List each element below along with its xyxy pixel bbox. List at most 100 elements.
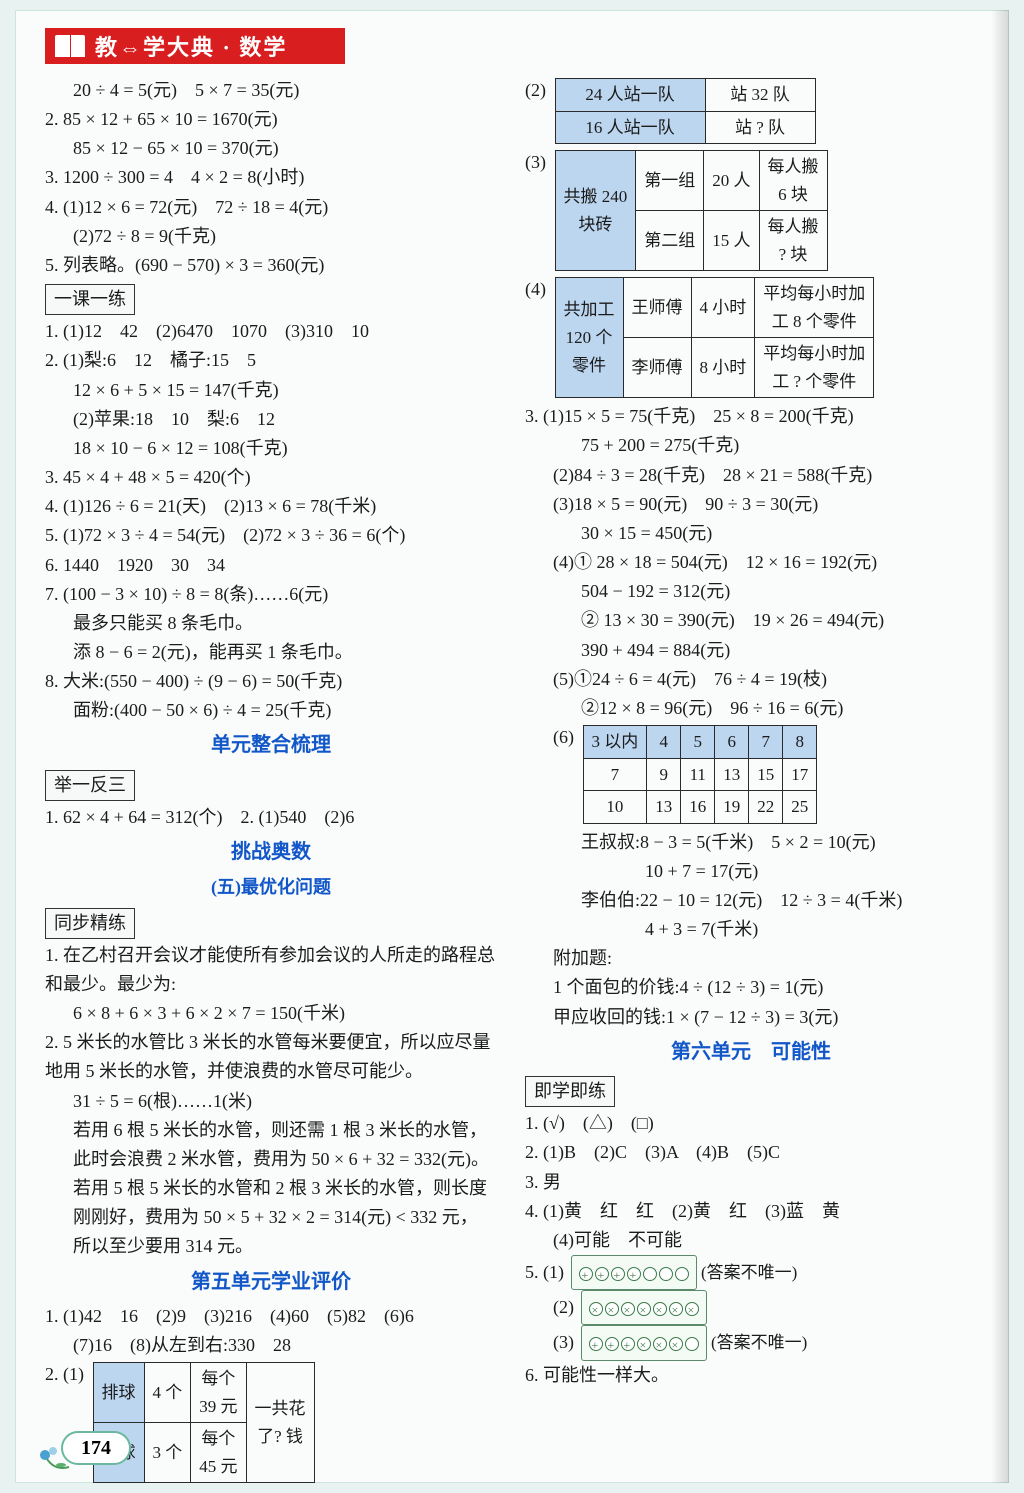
text-line: 1. (√) (△) (□) [525, 1109, 977, 1138]
table-cell: 每个 39 元 [191, 1363, 246, 1423]
section-box: 即学即练 [525, 1076, 615, 1107]
table-cell: 王师傅 [623, 278, 691, 338]
table-cell: 排球 [93, 1363, 144, 1423]
section-box: 同步精练 [45, 908, 135, 939]
table-cell: 5 [681, 726, 715, 759]
text-line: 面粉:(400 − 50 × 6) ÷ 4 = 25(千克) [45, 696, 497, 725]
text-line: 6. 可能性一样大。 [525, 1361, 977, 1390]
book-icon [55, 35, 85, 57]
table-cell: 平均每小时加 工 8 个零件 [755, 278, 874, 338]
text-line: 85 × 12 − 65 × 10 = 370(元) [45, 134, 497, 163]
text-line: 3. 1200 ÷ 300 = 4 4 × 2 = 8(小时) [45, 163, 497, 192]
section-box: 一课一练 [45, 284, 135, 315]
table-cell: 15 [749, 758, 783, 791]
table-cell: 17 [783, 758, 817, 791]
table-cell: 22 [749, 791, 783, 824]
text-line: 7. (100 − 3 × 10) ÷ 8 = 8(条)……6(元) [45, 580, 497, 609]
text-line: 1 个面包的价钱:4 ÷ (12 ÷ 3) = 1(元) [525, 973, 977, 1002]
text-line: (4)① 28 × 18 = 504(元) 12 × 16 = 192(元) [525, 548, 977, 577]
text-line: 8. 大米:(550 − 400) ÷ (9 − 6) = 50(千克) [45, 667, 497, 696]
text-line: 31 ÷ 5 = 6(根)……1(米) [45, 1087, 497, 1116]
section-title: 第五单元学业评价 [45, 1266, 497, 1298]
table-cell: 7 [583, 758, 647, 791]
section-box: 举一反三 [45, 770, 135, 801]
table-cell: 李师傅 [623, 338, 691, 398]
table-cell: 19 [715, 791, 749, 824]
text-line: (3)18 × 5 = 90(元) 90 ÷ 3 = 30(元) [525, 490, 977, 519]
text-line: 30 × 15 = 450(元) [525, 519, 977, 548]
header-title: 教⇔学大典 · 数学 [95, 30, 287, 62]
text-line: 1. 62 × 4 + 64 = 312(个) 2. (1)540 (2)6 [45, 803, 497, 832]
bead-diagram [581, 1290, 707, 1325]
text-line: 75 + 200 = 275(千克) [525, 431, 977, 460]
text-line: 4. (1)12 × 6 = 72(元) 72 ÷ 18 = 4(元) [45, 193, 497, 222]
text-line: 6. 1440 1920 30 34 [45, 551, 497, 580]
table-cell: 9 [647, 758, 681, 791]
left-column: 20 ÷ 4 = 5(元) 5 × 7 = 35(元) 2. 85 × 12 +… [45, 76, 497, 1487]
text-line: (2)72 ÷ 8 = 9(千克) [45, 222, 497, 251]
item-tag: (2) [553, 1297, 574, 1317]
table-5: 3 以内 4 5 6 7 8 7 9 11 13 15 [583, 725, 818, 824]
text-line: (7)16 (8)从左到右:330 28 [45, 1331, 497, 1360]
text-line: 4 + 3 = 7(千米) [525, 915, 977, 944]
text-line: 最多只能买 8 条毛巾。 [45, 609, 497, 638]
text-line: 12 × 6 + 5 × 15 = 147(千克) [45, 376, 497, 405]
table-cell: 16 人站一队 [555, 111, 705, 144]
table-cell: 16 [681, 791, 715, 824]
table-cell: 24 人站一队 [555, 79, 705, 112]
table-cell: 25 [783, 791, 817, 824]
section-subtitle: (五)最优化问题 [45, 873, 497, 902]
item-tag: (2) [525, 76, 546, 105]
page-number-badge: 174 [61, 1431, 131, 1465]
table-cell: 4 小时 [691, 278, 755, 338]
text-line: 5. (1)72 × 3 ÷ 4 = 54(元) (2)72 × 3 ÷ 36 … [45, 521, 497, 550]
table-cell: 每人搬 ? 块 [759, 211, 827, 271]
header-bar: 教⇔学大典 · 数学 [45, 28, 345, 64]
text-line: 18 × 10 − 6 × 12 = 108(千克) [45, 434, 497, 463]
bead-diagram [581, 1325, 707, 1360]
item-tag: (3) [525, 148, 546, 177]
table-cell: 6 [715, 726, 749, 759]
text-line: 甲应收回的钱:1 × (7 − 12 ÷ 3) = 3(元) [525, 1003, 977, 1032]
paragraph: 1. 在乙村召开会议才能使所有参加会议的人所走的路程总和最少。最少为: [45, 941, 497, 999]
text-line: 4. (1)126 ÷ 6 = 21(天) (2)13 × 6 = 78(千米) [45, 492, 497, 521]
table-cell: 第一组 [636, 151, 704, 211]
table-cell: 4 [647, 726, 681, 759]
item-tag: (3) [553, 1332, 574, 1352]
table-cell: 每人搬 6 块 [759, 151, 827, 211]
note-text: (答案不唯一) [711, 1333, 807, 1352]
right-column: (2) 24 人站一队 站 32 队 16 人站一队 站 ? 队 (3) [525, 76, 977, 1487]
paragraph: 若用 6 根 5 米长的水管，则还需 1 根 3 米长的水管，此时会浪费 2 米… [45, 1116, 497, 1174]
table-cell: 共加工 120 个 零件 [555, 278, 623, 398]
section-title: 第六单元 可能性 [525, 1036, 977, 1068]
text-line: 2. (1)梨:6 12 橘子:15 5 [45, 346, 497, 375]
text-line: 10 + 7 = 17(元) [525, 857, 977, 886]
text-line: ②12 × 8 = 96(元) 96 ÷ 16 = 6(元) [525, 694, 977, 723]
table-4: 共加工 120 个 零件 王师傅 4 小时 平均每小时加 工 8 个零件 李师傅… [555, 277, 875, 398]
table-cell: 第二组 [636, 211, 704, 271]
text-line: 390 + 494 = 884(元) [525, 636, 977, 665]
page-gutter-shadow [991, 10, 1009, 1483]
paragraph: 若用 5 根 5 米长的水管和 2 根 3 米长的水管，则长度刚刚好，费用为 5… [45, 1174, 497, 1232]
item-tag: (6) [525, 723, 574, 752]
table-cell: 3 以内 [583, 726, 647, 759]
section-title: 单元整合梳理 [45, 729, 497, 761]
text-line: 所以至少要用 314 元。 [45, 1232, 497, 1261]
table-cell: 平均每小时加 工 ? 个零件 [755, 338, 874, 398]
item-tag: (4) [525, 275, 546, 304]
table-3: 共搬 240 块砖 第一组 20 人 每人搬 6 块 第二组 15 人 每人搬 … [555, 150, 828, 271]
text-line: 3. (1)15 × 5 = 75(千克) 25 × 8 = 200(千克) [525, 402, 977, 431]
text-line: 添 8 − 6 = 2(元)，能再买 1 条毛巾。 [45, 638, 497, 667]
text-line: 2. 85 × 12 + 65 × 10 = 1670(元) [45, 105, 497, 134]
text-line: 王叔叔:8 − 3 = 5(千米) 5 × 2 = 10(元) [525, 828, 977, 857]
section-title: 挑战奥数 [45, 836, 497, 868]
table-cell: 10 [583, 791, 647, 824]
text-line: 20 ÷ 4 = 5(元) 5 × 7 = 35(元) [45, 76, 497, 105]
text-line: 5. 列表略。(690 − 570) × 3 = 360(元) [45, 251, 497, 280]
table-2: 24 人站一队 站 32 队 16 人站一队 站 ? 队 [555, 78, 816, 144]
table-cell: 8 小时 [691, 338, 755, 398]
table-cell: 13 [647, 791, 681, 824]
text-line: (2)84 ÷ 3 = 28(千克) 28 × 21 = 588(千克) [525, 461, 977, 490]
text-line: ② 13 × 30 = 390(元) 19 × 26 = 494(元) [525, 606, 977, 635]
text-line: 504 − 192 = 312(元) [525, 577, 977, 606]
